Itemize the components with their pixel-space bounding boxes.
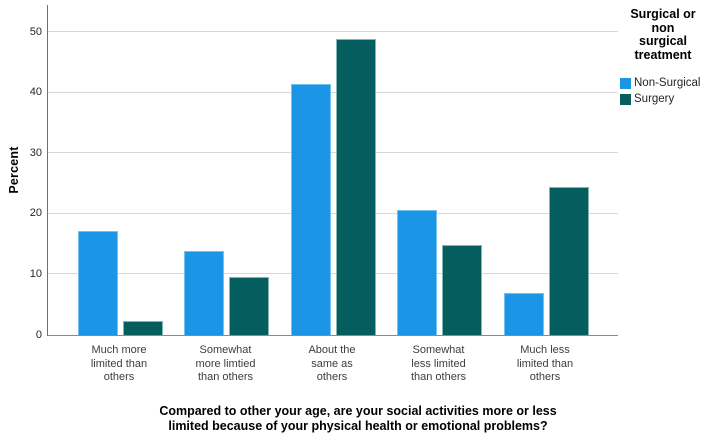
legend-label: Non-Surgical [634,77,701,89]
x-category-label: Somewhat more limtied than others [195,344,256,383]
y-tick-label: 40 [29,86,42,99]
bar-surgery-cat5 [548,187,589,335]
legend-swatch [620,93,631,105]
legend-swatch [620,77,631,89]
legend-item: Surgery [620,93,706,105]
bar-non-surgical-cat4 [397,209,437,335]
x-category-label: Somewhat less limited than others [410,344,467,383]
bar-surgery-cat2 [229,277,269,335]
legend-label: Surgery [634,93,675,105]
bar-surgery-cat1 [122,321,163,335]
bar-surgery-cat4 [442,244,482,335]
bar-non-surgical-cat2 [184,251,224,335]
gridline [48,212,618,214]
bar-non-surgical-cat3 [290,84,331,335]
y-tick-label: 30 [29,146,42,159]
x-axis-title: Compared to other your age, are your soc… [159,404,557,433]
legend-title: Surgical or non surgical treatment [630,7,696,62]
gridline [48,273,618,275]
bar-non-surgical-cat1 [77,230,118,335]
y-tick-label: 0 [35,328,42,341]
legend: Surgical or non surgical treatment Non-Surg… [620,7,706,109]
y-tick-label: 10 [29,267,42,280]
gridline [48,31,618,33]
y-tick-label: 50 [29,25,42,38]
gridline [48,152,618,154]
bar-surgery-cat3 [335,38,376,335]
x-category-label: About the same as others [308,344,356,383]
legend-item: Non-Surgical [620,77,706,89]
gridline [48,91,618,93]
y-tick-label: 20 [29,207,42,220]
x-category-label: Much more limited than others [90,344,148,383]
legend-items: Non-Surgical Surgery [620,77,706,105]
bar-non-surgical-cat5 [503,293,544,335]
x-category-label: Much less limited than others [516,344,574,383]
plot-area [47,5,618,336]
